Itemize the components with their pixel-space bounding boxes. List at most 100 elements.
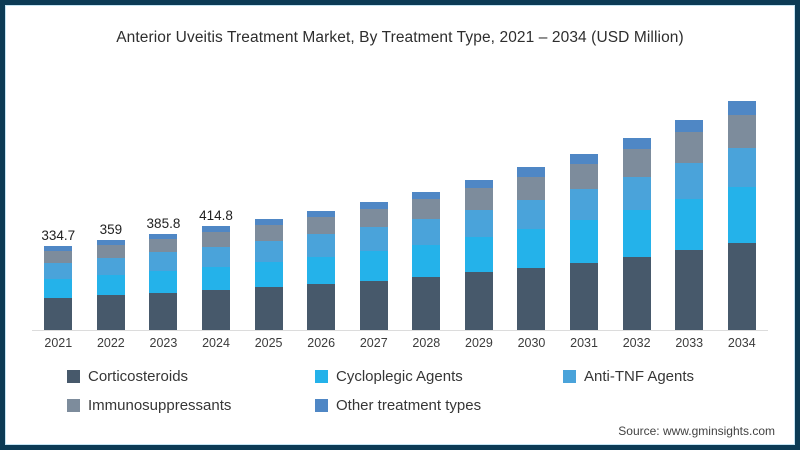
bar-segment-2032-other-treatment-types bbox=[622, 137, 651, 149]
bar-segment-2027-other-treatment-types bbox=[359, 201, 388, 209]
bar-segment-2029-immunosuppressants bbox=[464, 187, 493, 210]
bar-segment-2025-corticosteroids bbox=[254, 287, 283, 330]
legend-label: Immunosuppressants bbox=[88, 397, 232, 414]
bar-segment-2022-anti-tnf-agents bbox=[96, 257, 125, 276]
bar-value-label-2022: 359 bbox=[99, 222, 123, 238]
legend-swatch-icon bbox=[315, 370, 328, 383]
bar-segment-2033-other-treatment-types bbox=[675, 120, 704, 133]
bar-segment-2024-anti-tnf-agents bbox=[202, 246, 231, 267]
legend-swatch-icon bbox=[67, 370, 80, 383]
bar-segment-2025-anti-tnf-agents bbox=[254, 240, 283, 262]
bar-2021 bbox=[44, 246, 73, 330]
legend-swatch-icon bbox=[67, 399, 80, 412]
x-axis-label-2024: 2024 bbox=[202, 336, 230, 350]
bar-segment-2034-anti-tnf-agents bbox=[727, 147, 756, 187]
bar-segment-2022-other-treatment-types bbox=[96, 240, 125, 246]
bar-2028 bbox=[412, 191, 441, 330]
bar-value-label-2024: 414.8 bbox=[199, 208, 233, 224]
legend-label: Cycloplegic Agents bbox=[336, 368, 463, 385]
bar-cell-2025 bbox=[242, 91, 295, 330]
bar-segment-2024-corticosteroids bbox=[202, 289, 231, 330]
bar-segment-2032-anti-tnf-agents bbox=[622, 176, 651, 210]
bar-2030 bbox=[517, 167, 546, 330]
bar-segment-2027-anti-tnf-agents bbox=[359, 227, 388, 251]
bar-2034 bbox=[727, 101, 756, 330]
x-axis-label-2028: 2028 bbox=[412, 336, 441, 350]
bar-segment-2028-anti-tnf-agents bbox=[412, 219, 441, 245]
bar-segment-2026-corticosteroids bbox=[307, 284, 336, 330]
source-text: Source: www.gminsights.com bbox=[618, 424, 775, 438]
bar-segment-2027-cycloplegic-agents bbox=[359, 250, 388, 281]
bar-segment-2023-anti-tnf-agents bbox=[149, 252, 178, 272]
bar-segment-2034-corticosteroids bbox=[727, 243, 756, 330]
x-axis-label-2027: 2027 bbox=[359, 336, 388, 350]
x-axis-label-2029: 2029 bbox=[465, 336, 493, 350]
bar-segment-2029-cycloplegic-agents bbox=[464, 236, 493, 273]
bar-segment-2029-other-treatment-types bbox=[464, 179, 493, 188]
legend-label: Anti-TNF Agents bbox=[584, 368, 695, 385]
bar-segment-2023-cycloplegic-agents bbox=[149, 271, 178, 293]
x-axis-label-2023: 2023 bbox=[149, 336, 178, 350]
bar-segment-2031-corticosteroids bbox=[570, 262, 599, 330]
x-axis-label-2025: 2025 bbox=[254, 336, 283, 350]
bar-segment-2034-immunosuppressants bbox=[727, 114, 756, 148]
bar-segment-2032-cycloplegic-agents bbox=[622, 209, 651, 257]
bar-2023 bbox=[149, 233, 178, 330]
legend-label: Other treatment types bbox=[336, 397, 482, 414]
legend-item-cycloplegic-agents: Cycloplegic Agents bbox=[315, 368, 463, 385]
bar-segment-2028-cycloplegic-agents bbox=[412, 244, 441, 277]
bar-segment-2023-corticosteroids bbox=[149, 292, 178, 330]
x-axis-label-2026: 2026 bbox=[307, 336, 336, 350]
bar-segment-2030-anti-tnf-agents bbox=[517, 200, 546, 230]
bar-segment-2030-corticosteroids bbox=[517, 267, 546, 330]
bar-segment-2024-immunosuppressants bbox=[202, 231, 231, 247]
bar-2031 bbox=[570, 154, 599, 330]
bar-segment-2023-immunosuppressants bbox=[149, 238, 178, 253]
bar-segment-2024-cycloplegic-agents bbox=[202, 266, 231, 290]
x-axis-label-2033: 2033 bbox=[675, 336, 704, 350]
bar-segment-2021-corticosteroids bbox=[44, 297, 73, 330]
bar-segment-2025-immunosuppressants bbox=[254, 224, 283, 241]
x-axis-label-2031: 2031 bbox=[570, 336, 598, 350]
bar-2025 bbox=[254, 218, 283, 330]
bar-segment-2026-immunosuppressants bbox=[307, 217, 336, 235]
bar-value-label-2021: 334.7 bbox=[41, 228, 76, 244]
bar-segment-2025-other-treatment-types bbox=[254, 218, 283, 225]
x-axis-label-2030: 2030 bbox=[517, 336, 546, 350]
bar-segment-2029-corticosteroids bbox=[464, 272, 493, 330]
bar-segment-2021-immunosuppressants bbox=[44, 250, 73, 263]
plot-area: 334.7 359 385.8 414.8 bbox=[32, 91, 768, 331]
bar-segment-2028-corticosteroids bbox=[412, 276, 441, 330]
bar-segment-2028-immunosuppressants bbox=[412, 199, 441, 220]
bar-cell-2022: 359 bbox=[85, 91, 138, 330]
bar-cell-2021: 334.7 bbox=[32, 91, 85, 330]
bar-cell-2033 bbox=[663, 91, 716, 330]
bar-segment-2034-cycloplegic-agents bbox=[727, 186, 756, 244]
bar-cell-2032 bbox=[610, 91, 663, 330]
bar-segment-2025-cycloplegic-agents bbox=[254, 261, 283, 288]
bar-cell-2034 bbox=[716, 91, 769, 330]
bar-segment-2029-anti-tnf-agents bbox=[464, 209, 493, 237]
bar-segment-2026-anti-tnf-agents bbox=[307, 234, 336, 257]
bar-segment-2028-other-treatment-types bbox=[412, 191, 441, 200]
bar-segment-2021-anti-tnf-agents bbox=[44, 262, 73, 280]
bar-segment-2030-cycloplegic-agents bbox=[517, 229, 546, 268]
bar-segment-2026-cycloplegic-agents bbox=[307, 256, 336, 285]
bar-segment-2031-cycloplegic-agents bbox=[570, 220, 599, 263]
bar-segment-2032-immunosuppressants bbox=[622, 148, 651, 177]
bar-cell-2026 bbox=[295, 91, 348, 330]
legend-item-other-treatment-types: Other treatment types bbox=[315, 397, 481, 414]
legend-item-anti-tnf-agents: Anti-TNF Agents bbox=[563, 368, 694, 385]
x-axis-label-2034: 2034 bbox=[727, 336, 756, 350]
bar-segment-2031-anti-tnf-agents bbox=[570, 189, 599, 221]
bar-segment-2021-cycloplegic-agents bbox=[44, 279, 73, 298]
bar-cell-2031 bbox=[558, 91, 611, 330]
legend-item-immunosuppressants: Immunosuppressants bbox=[67, 397, 231, 414]
bar-segment-2027-immunosuppressants bbox=[359, 208, 388, 228]
legend-item-corticosteroids: Corticosteroids bbox=[67, 368, 188, 385]
bar-2026 bbox=[307, 210, 336, 330]
chart-title: Anterior Uveitis Treatment Market, By Tr… bbox=[116, 29, 684, 46]
bar-2024 bbox=[202, 226, 231, 330]
bar-segment-2033-corticosteroids bbox=[675, 250, 704, 330]
bar-segment-2031-other-treatment-types bbox=[570, 154, 599, 165]
